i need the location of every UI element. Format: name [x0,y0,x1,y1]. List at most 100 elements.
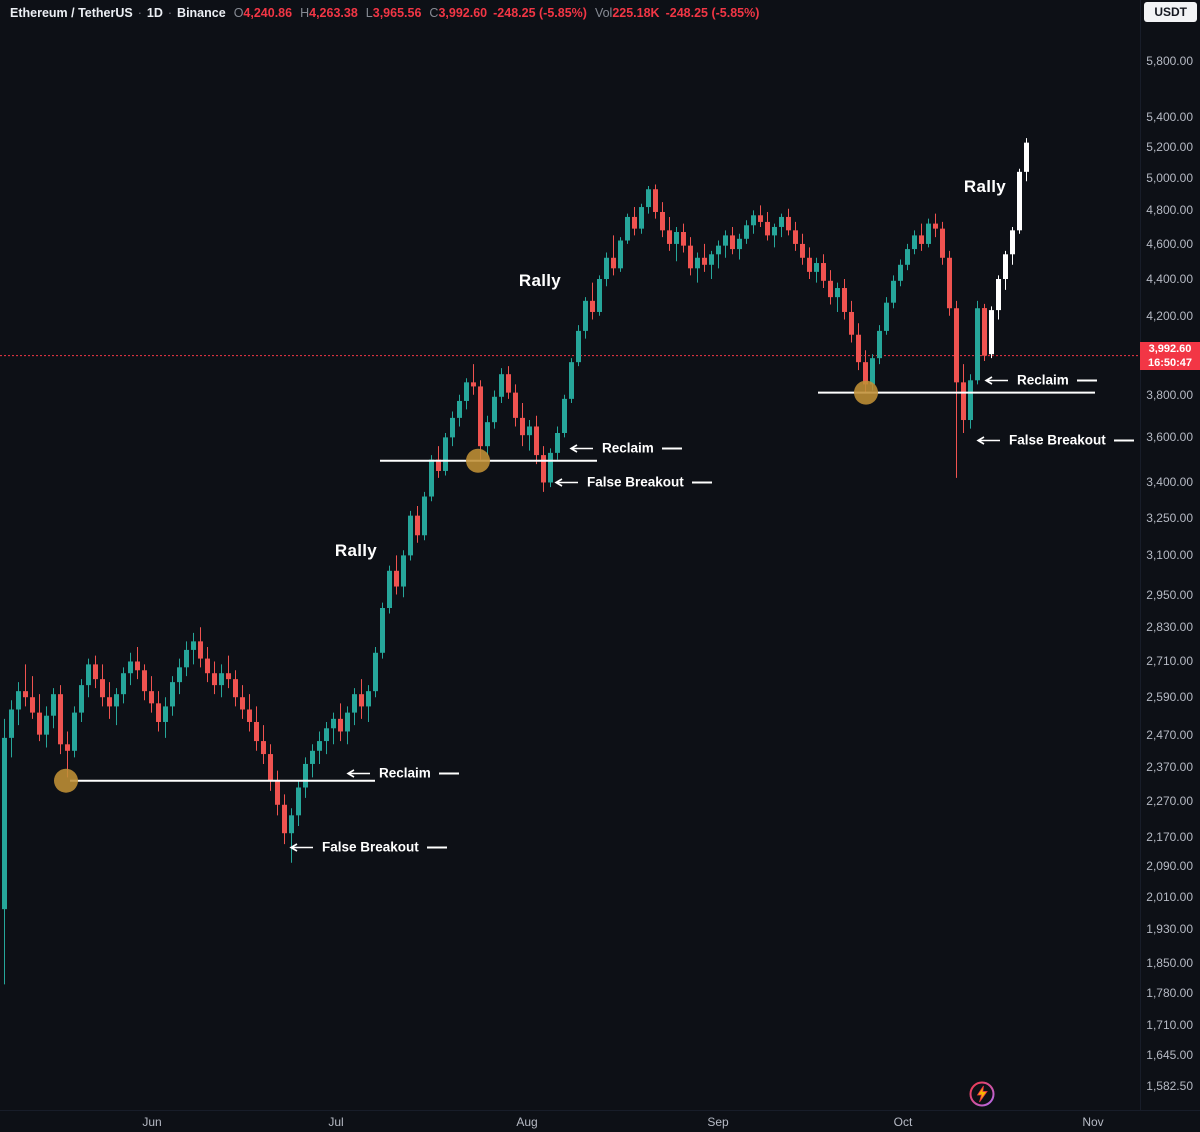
candle-body [695,257,700,269]
candle-body [933,223,938,229]
candle-body [534,426,539,456]
candle-body [842,288,847,312]
candle-body [338,718,343,732]
reclaim-annotation[interactable]: Reclaim [345,766,459,781]
rally-annotation[interactable]: Rally [334,541,378,560]
price-axis-label: 4,600.00 [1146,236,1193,251]
candle-body [212,673,217,686]
reclaim-annotation[interactable]: Reclaim [983,373,1097,388]
candle-body [737,238,742,250]
gold-circle-marker[interactable] [466,448,490,473]
candle-body [373,652,378,692]
candle-body [9,709,14,738]
candle-body [492,396,497,423]
candle-body [520,417,525,436]
candle-body [457,400,462,418]
candle-body [898,264,903,281]
candle-body [198,641,203,659]
candle-body [870,358,875,385]
dash-line [426,846,447,848]
price-axis-label: 1,710.00 [1146,1017,1193,1032]
candle-body [429,459,434,497]
candle-body [884,302,889,331]
rally-annotation[interactable]: Rally [963,177,1007,196]
candle-body [667,230,672,244]
candle-body [310,750,315,764]
countdown-timer: 16:50:47 [1147,356,1193,369]
time-axis[interactable]: Jun Jul Aug Sep Oct Nov [0,1110,1200,1132]
price-axis-label: 2,170.00 [1146,829,1193,844]
open-value: 4,240.86 [243,6,293,20]
candle-body [100,679,105,698]
candle-body [758,215,763,222]
candle-body [1024,142,1029,172]
interval-selector[interactable]: 1D [146,6,163,20]
candle-body [324,728,329,742]
price-axis-label: 2,010.00 [1146,890,1193,905]
current-price-badge[interactable]: 3,992.60 16:50:47 [1140,341,1200,370]
candle-body [16,691,21,710]
separator-dot: · [137,6,142,20]
high-label: H [300,6,310,20]
dash-line [691,481,712,483]
candle-body [58,694,63,745]
reclaim-annotation[interactable]: Reclaim [568,441,682,456]
currency-badge[interactable]: USDT [1144,2,1197,22]
candle-body [807,257,812,272]
candle-body [751,215,756,226]
candle-body [408,515,413,556]
lightning-bolt-icon [976,1085,988,1103]
change-value: -248.25 (-5.85%) [493,6,587,20]
time-axis-label: Oct [893,1115,913,1129]
candle-body [989,310,994,355]
candle-body [863,362,868,385]
false-breakout-annotation[interactable]: False Breakout [553,475,712,490]
exchange-name[interactable]: Binance [177,6,226,20]
price-axis-label: 3,800.00 [1146,387,1193,402]
rally-annotation[interactable]: Rally [518,271,562,290]
candle-body [891,280,896,303]
candle-body [170,682,175,707]
candle-body [982,308,987,356]
candle-body [919,235,924,244]
price-axis[interactable]: 5,800.00 5,400.00 5,200.00 5,000.00 4,800.00… [1140,0,1200,1110]
gold-circle-marker[interactable] [54,768,78,793]
candle-body [366,691,371,707]
flash-circle [969,1081,995,1107]
chart-header: Ethereum / TetherUS · 1D · Binance O 4,2… [0,0,759,26]
candle-body [149,691,154,704]
candle-body [240,697,245,710]
false-breakout-annotation[interactable]: False Breakout [288,840,447,855]
candle-body [226,673,231,680]
candle-body [835,288,840,298]
left-arrow-icon [984,375,1008,385]
candle-body [51,694,56,716]
candle-body [674,232,679,244]
candle-body [968,380,973,421]
candle-body [359,694,364,707]
candle-body [317,741,322,751]
symbol-title[interactable]: Ethereum / TetherUS [10,6,133,20]
candle-body [86,664,91,686]
candle-body [282,804,287,834]
candle-body [730,235,735,250]
candle-body [653,189,658,212]
gold-circle-marker[interactable] [854,380,878,405]
candles-series[interactable] [2,138,1029,985]
candle-body [72,712,77,751]
lightning-boost-icon[interactable] [968,1080,996,1113]
candle-body [233,679,238,698]
candle-body [2,737,7,910]
price-axis-label: 5,800.00 [1146,54,1193,68]
left-arrow-icon [346,768,370,778]
annotation-text: Reclaim [379,765,431,781]
price-axis-label: 2,710.00 [1146,654,1193,669]
candle-body [597,279,602,312]
candle-body [177,667,182,683]
candle-body [569,362,574,399]
low-label: L [365,6,373,20]
candle-body [135,661,140,671]
left-arrow-icon [289,842,313,852]
false-breakout-annotation[interactable]: False Breakout [975,433,1134,448]
